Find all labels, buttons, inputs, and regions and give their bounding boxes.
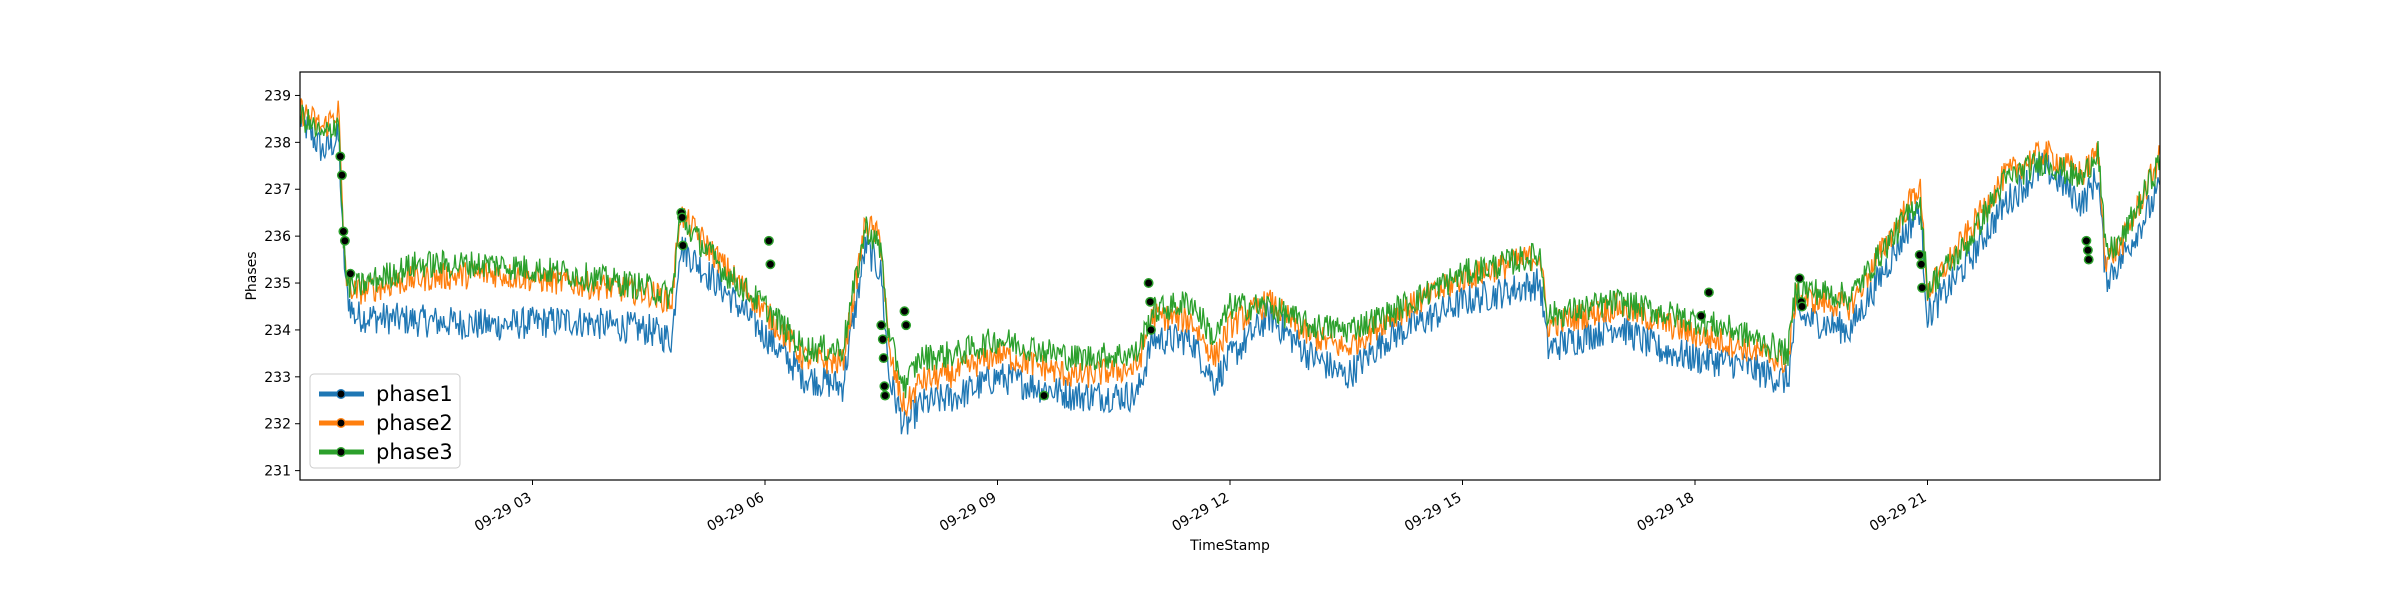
y-tick-label: 235 bbox=[264, 276, 291, 292]
data-point-marker bbox=[1145, 296, 1156, 307]
legend-marker-phase1 bbox=[336, 389, 346, 399]
data-point-marker bbox=[338, 226, 349, 237]
data-point-marker bbox=[335, 151, 346, 162]
data-point-marker bbox=[1696, 310, 1707, 321]
data-point-marker bbox=[1914, 249, 1925, 260]
data-point-marker bbox=[2082, 245, 2093, 256]
y-tick-label: 238 bbox=[264, 135, 291, 151]
data-point-marker bbox=[677, 240, 688, 251]
data-point-marker bbox=[1917, 282, 1928, 293]
series-line-phase1 bbox=[300, 106, 2160, 435]
legend-box bbox=[309, 373, 461, 469]
data-point-marker bbox=[879, 381, 890, 392]
data-point-marker bbox=[336, 170, 347, 181]
y-axis-label: Phases bbox=[244, 251, 260, 300]
data-point-marker bbox=[1703, 287, 1714, 298]
data-point-marker bbox=[765, 259, 776, 270]
data-point-marker bbox=[899, 306, 910, 317]
data-point-marker bbox=[878, 353, 889, 364]
data-point-marker bbox=[2081, 235, 2092, 246]
data-point-marker bbox=[877, 334, 888, 345]
legend-label-phase2: phase2 bbox=[376, 411, 453, 435]
data-point-marker bbox=[1039, 390, 1049, 401]
data-point-marker bbox=[345, 268, 356, 279]
y-tick-label: 231 bbox=[264, 464, 291, 480]
legend: phase1 phase2 phase3 bbox=[309, 373, 461, 469]
data-point-marker bbox=[1146, 324, 1156, 335]
data-point-marker bbox=[1143, 278, 1154, 288]
marker-layer bbox=[335, 151, 2094, 401]
data-point-marker bbox=[1794, 273, 1805, 284]
legend-label-phase1: phase1 bbox=[376, 382, 453, 406]
legend-label-phase3: phase3 bbox=[376, 440, 453, 464]
data-point-marker bbox=[677, 212, 688, 223]
legend-marker-phase3 bbox=[336, 447, 346, 457]
y-tick-label: 232 bbox=[264, 417, 291, 433]
legend-marker-phase2 bbox=[336, 418, 346, 428]
y-tick-label: 234 bbox=[264, 323, 291, 339]
y-tick-label: 237 bbox=[264, 182, 291, 198]
y-tick-label: 239 bbox=[264, 88, 291, 104]
series-layer bbox=[300, 98, 2160, 435]
y-axis: 231 232 233 234 235 236 237 238 239 bbox=[264, 88, 300, 480]
series-line-phase3 bbox=[300, 104, 2160, 399]
data-point-marker bbox=[339, 235, 350, 246]
data-point-marker bbox=[901, 320, 912, 331]
data-point-marker bbox=[1916, 259, 1927, 270]
data-point-marker bbox=[880, 390, 891, 401]
data-point-marker bbox=[876, 320, 887, 331]
x-axis-label: TimeStamp bbox=[1189, 538, 1270, 554]
y-tick-label: 233 bbox=[264, 370, 291, 386]
y-tick-label: 236 bbox=[264, 229, 291, 245]
data-point-marker bbox=[763, 235, 774, 246]
data-point-marker bbox=[1797, 301, 1807, 312]
data-point-marker bbox=[2083, 254, 2094, 265]
